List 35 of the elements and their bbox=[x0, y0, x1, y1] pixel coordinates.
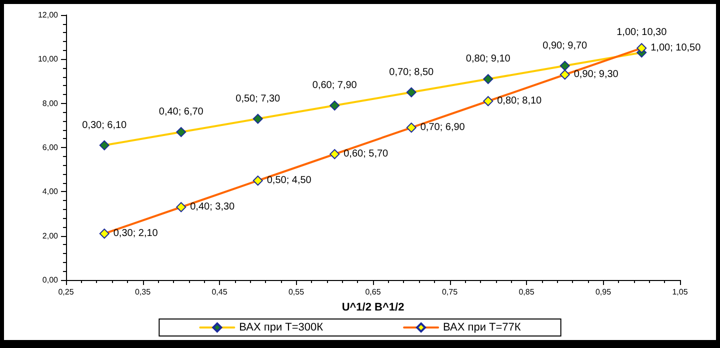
y-tick-label: 0,00 bbox=[42, 276, 59, 284]
x-axis-title: U^1/2 B^1/2 bbox=[342, 302, 404, 314]
data-label: 0,70; 6,90 bbox=[420, 122, 466, 134]
x-tick-label: 0,25 bbox=[58, 288, 74, 296]
data-label: 0,40; 6,70 bbox=[158, 106, 204, 118]
y-tick-label: 8,00 bbox=[42, 98, 59, 108]
data-label: 0,30; 2,10 bbox=[113, 228, 158, 240]
x-tick-label: 1,05 bbox=[672, 288, 688, 296]
data-label: 0,90; 9,70 bbox=[542, 40, 588, 52]
legend-label: ВАХ при Т=77К bbox=[443, 322, 522, 334]
data-label: 1,00; 10,50 bbox=[650, 42, 702, 54]
x-tick-label: 0,95 bbox=[595, 288, 612, 296]
y-tick-label: 12,00 bbox=[38, 10, 59, 20]
x-tick-label: 0,75 bbox=[442, 288, 458, 296]
data-label: 0,50; 7,30 bbox=[236, 93, 281, 104]
x-tick-label: 0,55 bbox=[288, 288, 305, 296]
data-label: 0,80; 9,10 bbox=[466, 54, 511, 65]
data-label: 0,80; 8,10 bbox=[497, 96, 542, 107]
x-tick-label: 0,85 bbox=[518, 288, 535, 296]
y-tick-label: 6,00 bbox=[42, 143, 59, 152]
y-tick-label: 2,00 bbox=[42, 231, 59, 240]
y-tick-label: 4,00 bbox=[42, 187, 59, 196]
x-tick-label: 0,35 bbox=[134, 288, 152, 296]
y-tick-label: 10,00 bbox=[38, 54, 59, 64]
data-label: 0,90; 9,30 bbox=[574, 69, 619, 80]
data-label: 0,30; 6,10 bbox=[82, 120, 128, 131]
data-label: 0,50; 4,50 bbox=[266, 175, 312, 186]
x-tick-label: 0,45 bbox=[212, 288, 228, 296]
data-label: 0,40; 3,30 bbox=[190, 202, 236, 213]
data-label: 1,00; 10,30 bbox=[616, 27, 668, 38]
data-label: 0,70; 8,50 bbox=[389, 66, 434, 78]
data-label: 0,60; 7,90 bbox=[312, 80, 358, 92]
data-label: 0,60; 5,70 bbox=[344, 148, 389, 160]
legend-label: ВАХ при Т=300К bbox=[239, 322, 324, 334]
x-tick-label: 0,65 bbox=[365, 288, 382, 296]
